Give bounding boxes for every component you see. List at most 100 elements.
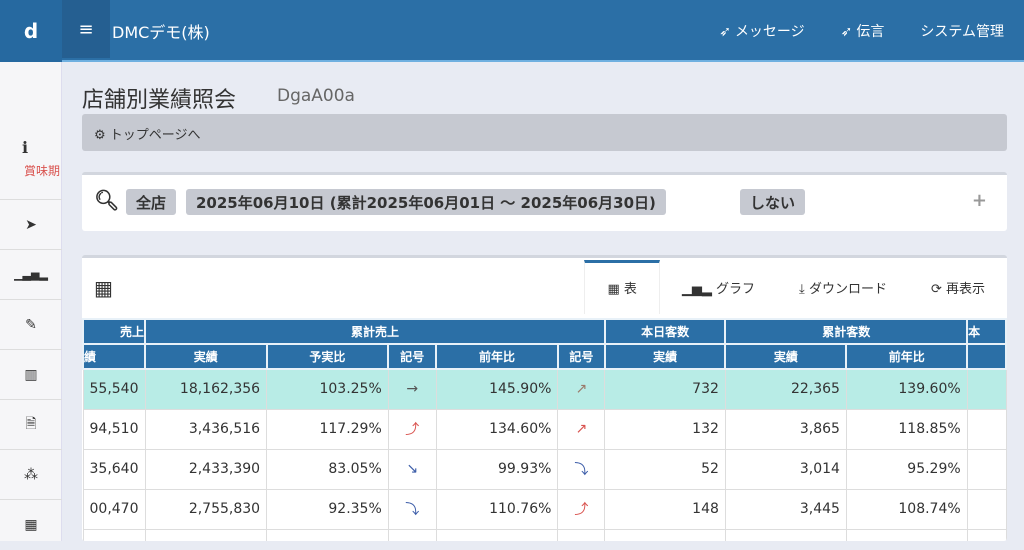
table-cell: 3,865 <box>724 408 847 450</box>
table-cell <box>966 488 1007 530</box>
table-cell <box>966 528 1007 541</box>
refresh-icon: ⟳ <box>930 282 946 297</box>
table-cell: 145.90% <box>435 368 559 410</box>
page-title: 店舗別業績照会 <box>82 88 237 113</box>
sidebar-item-cubes[interactable]: ⁂ <box>0 450 62 500</box>
table-cell <box>724 528 847 541</box>
bar-chart-icon: ▁▅▂ <box>681 282 717 297</box>
table-cell: 108.74% <box>845 488 968 530</box>
send-icon: ➶ <box>840 24 853 40</box>
breadcrumb: ⚙ トップページへ <box>82 114 1007 151</box>
table-cell: 35,640 <box>82 448 146 490</box>
option-tag[interactable]: しない <box>740 189 806 215</box>
group-header: 本 <box>966 318 1007 345</box>
table-row[interactable]: 35,640 2,433,390 83.05% ↘ 99.93% ⤵ 52 3,014 95.2… <box>82 448 1007 490</box>
table-cell: 55,540 <box>82 368 146 410</box>
table-cell: 92.35% <box>266 488 389 530</box>
tab-refresh[interactable]: ⟳ 再表示 <box>909 260 1007 314</box>
sidebar: i 賞味期 ➤ ▁▃▅▂ ✎ ▥ 🗎 ⁂ ▦ <box>0 62 62 541</box>
table-cell: 3,436,516 <box>144 408 268 450</box>
table-cell: 95.29% <box>845 448 968 490</box>
table-cell: 139.60% <box>845 368 968 410</box>
column-header[interactable]: 前年比 <box>845 343 969 370</box>
table-cell: 99.93% <box>435 448 559 490</box>
sidebar-item-info[interactable]: i 賞味期 <box>0 124 62 200</box>
expand-icon[interactable]: + <box>971 190 987 211</box>
company-name: DMCデモ(株) <box>112 23 210 42</box>
download-icon: ⤓ <box>799 282 809 297</box>
table-cell: 732 <box>604 368 726 410</box>
column-header[interactable]: 前年比 <box>435 343 559 370</box>
sidebar-item-fax[interactable]: ▥ <box>0 350 62 400</box>
nav-memo[interactable]: ➶ 伝言 <box>841 21 885 41</box>
column-header[interactable]: 記号 <box>556 343 606 370</box>
sidebar-info-label: 賞味期 <box>24 164 61 178</box>
table-row[interactable]: 00,470 2,755,830 92.35% ⤵ 110.76% ⤴ 148 3,445 10… <box>82 488 1007 530</box>
table-icon: ▦ <box>607 282 624 297</box>
column-header[interactable]: 実績 <box>144 343 268 370</box>
trend-arrow-icon: ↘ <box>387 448 437 490</box>
table-cell: 118.85% <box>845 408 968 450</box>
file-icon: 🗎 <box>25 415 37 432</box>
column-header[interactable]: 予実比 <box>265 343 390 370</box>
trend-arrow-icon: ⤴ <box>387 408 437 450</box>
sidebar-item-chart[interactable]: ▁▃▅▂ <box>0 250 62 300</box>
table-cell: 22,365 <box>724 368 847 410</box>
tab-download[interactable]: ⤓ ダウンロード <box>777 260 909 314</box>
nav-messages[interactable]: ➶ メッセージ <box>719 21 804 41</box>
table-cell: 134.60% <box>435 408 559 450</box>
store-tag[interactable]: 全店 <box>126 189 177 215</box>
edit-icon: ✎ <box>25 316 37 333</box>
column-header[interactable]: 績 <box>82 343 146 370</box>
send-icon: ➤ <box>25 216 37 233</box>
table-cell <box>435 528 559 541</box>
group-header: 本日客数 <box>603 318 727 345</box>
table-row[interactable] <box>82 528 1007 541</box>
tab-label: グラフ <box>716 282 756 297</box>
sidebar-item-calendar[interactable]: ▦ <box>0 500 62 550</box>
table-cell: 18,162,356 <box>144 368 268 410</box>
trend-arrow-icon <box>387 528 437 541</box>
search-icon[interactable]: 🔍︎ <box>94 188 120 212</box>
period-tag[interactable]: 2025年06月10日 (累計2025年06月01日 〜 2025年06月30日… <box>186 189 666 215</box>
table-cell: 103.25% <box>266 368 389 410</box>
bar-chart-icon: ▁▃▅▂ <box>14 268 48 281</box>
nav-label: 伝言 <box>856 24 885 40</box>
sidebar-item-file[interactable]: 🗎 <box>0 400 62 450</box>
search-conditions: 🔍︎ 全店 2025年06月10日 (累計2025年06月01日 〜 2025年… <box>82 172 1007 231</box>
sidebar-item-send[interactable]: ➤ <box>0 200 62 250</box>
table-cell <box>604 528 726 541</box>
tab-table[interactable]: ▦ 表 <box>584 260 660 314</box>
table-cell: 148 <box>604 488 726 530</box>
results-table-wrapper[interactable]: 売上 累計売上 本日客数 累計客数本績実績 予実比 記号 前年比 記号 実績 実績 前年比 55,5… <box>82 318 1007 541</box>
menu-icon[interactable]: ≡ <box>62 0 110 58</box>
table-cell: 3,014 <box>724 448 847 490</box>
table-cell <box>266 528 389 541</box>
table-cell <box>144 528 268 541</box>
top-bar: d ≡ DMCデモ(株) ➶ メッセージ ➶ 伝言 システム管理 <box>0 0 1024 62</box>
table-cell <box>966 368 1007 410</box>
table-cell: 110.76% <box>435 488 559 530</box>
table-cell: 52 <box>604 448 726 490</box>
table-cell: 117.29% <box>266 408 389 450</box>
column-header[interactable]: 実績 <box>724 343 848 370</box>
column-header[interactable] <box>966 343 1007 370</box>
page-code: DgaA00a <box>277 86 355 106</box>
table-row[interactable]: 94,510 3,436,516 117.29% ⤴ 134.60% ↗ 132 3,865 1… <box>82 408 1007 450</box>
column-header[interactable]: 実績 <box>603 343 727 370</box>
nav-system-admin[interactable]: システム管理 <box>920 21 1004 41</box>
send-icon: ➶ <box>719 24 731 40</box>
breadcrumb-top-link[interactable]: トップページへ <box>109 128 201 143</box>
tab-graph[interactable]: ▁▅▂ グラフ <box>660 260 777 314</box>
table-cell: 00,470 <box>82 488 146 530</box>
sidebar-item-edit[interactable]: ✎ <box>0 300 62 350</box>
table-cell <box>966 448 1007 490</box>
logo[interactable]: d <box>0 0 62 62</box>
grid-icon[interactable]: ▦ <box>94 276 113 300</box>
column-header[interactable]: 記号 <box>387 343 438 370</box>
tab-label: 再表示 <box>945 282 985 297</box>
results-card: ▦ ▦ 表 ▁▅▂ グラフ ⤓ ダウンロード ⟳ 再表示 売上 累計売上 本日客数累… <box>82 255 1007 541</box>
trend-arrow-icon: ↗ <box>557 408 606 450</box>
group-header: 累計客数 <box>724 318 969 345</box>
table-row[interactable]: 55,540 18,162,356 103.25% → 145.90% ↗ 732 22,36… <box>82 368 1007 410</box>
